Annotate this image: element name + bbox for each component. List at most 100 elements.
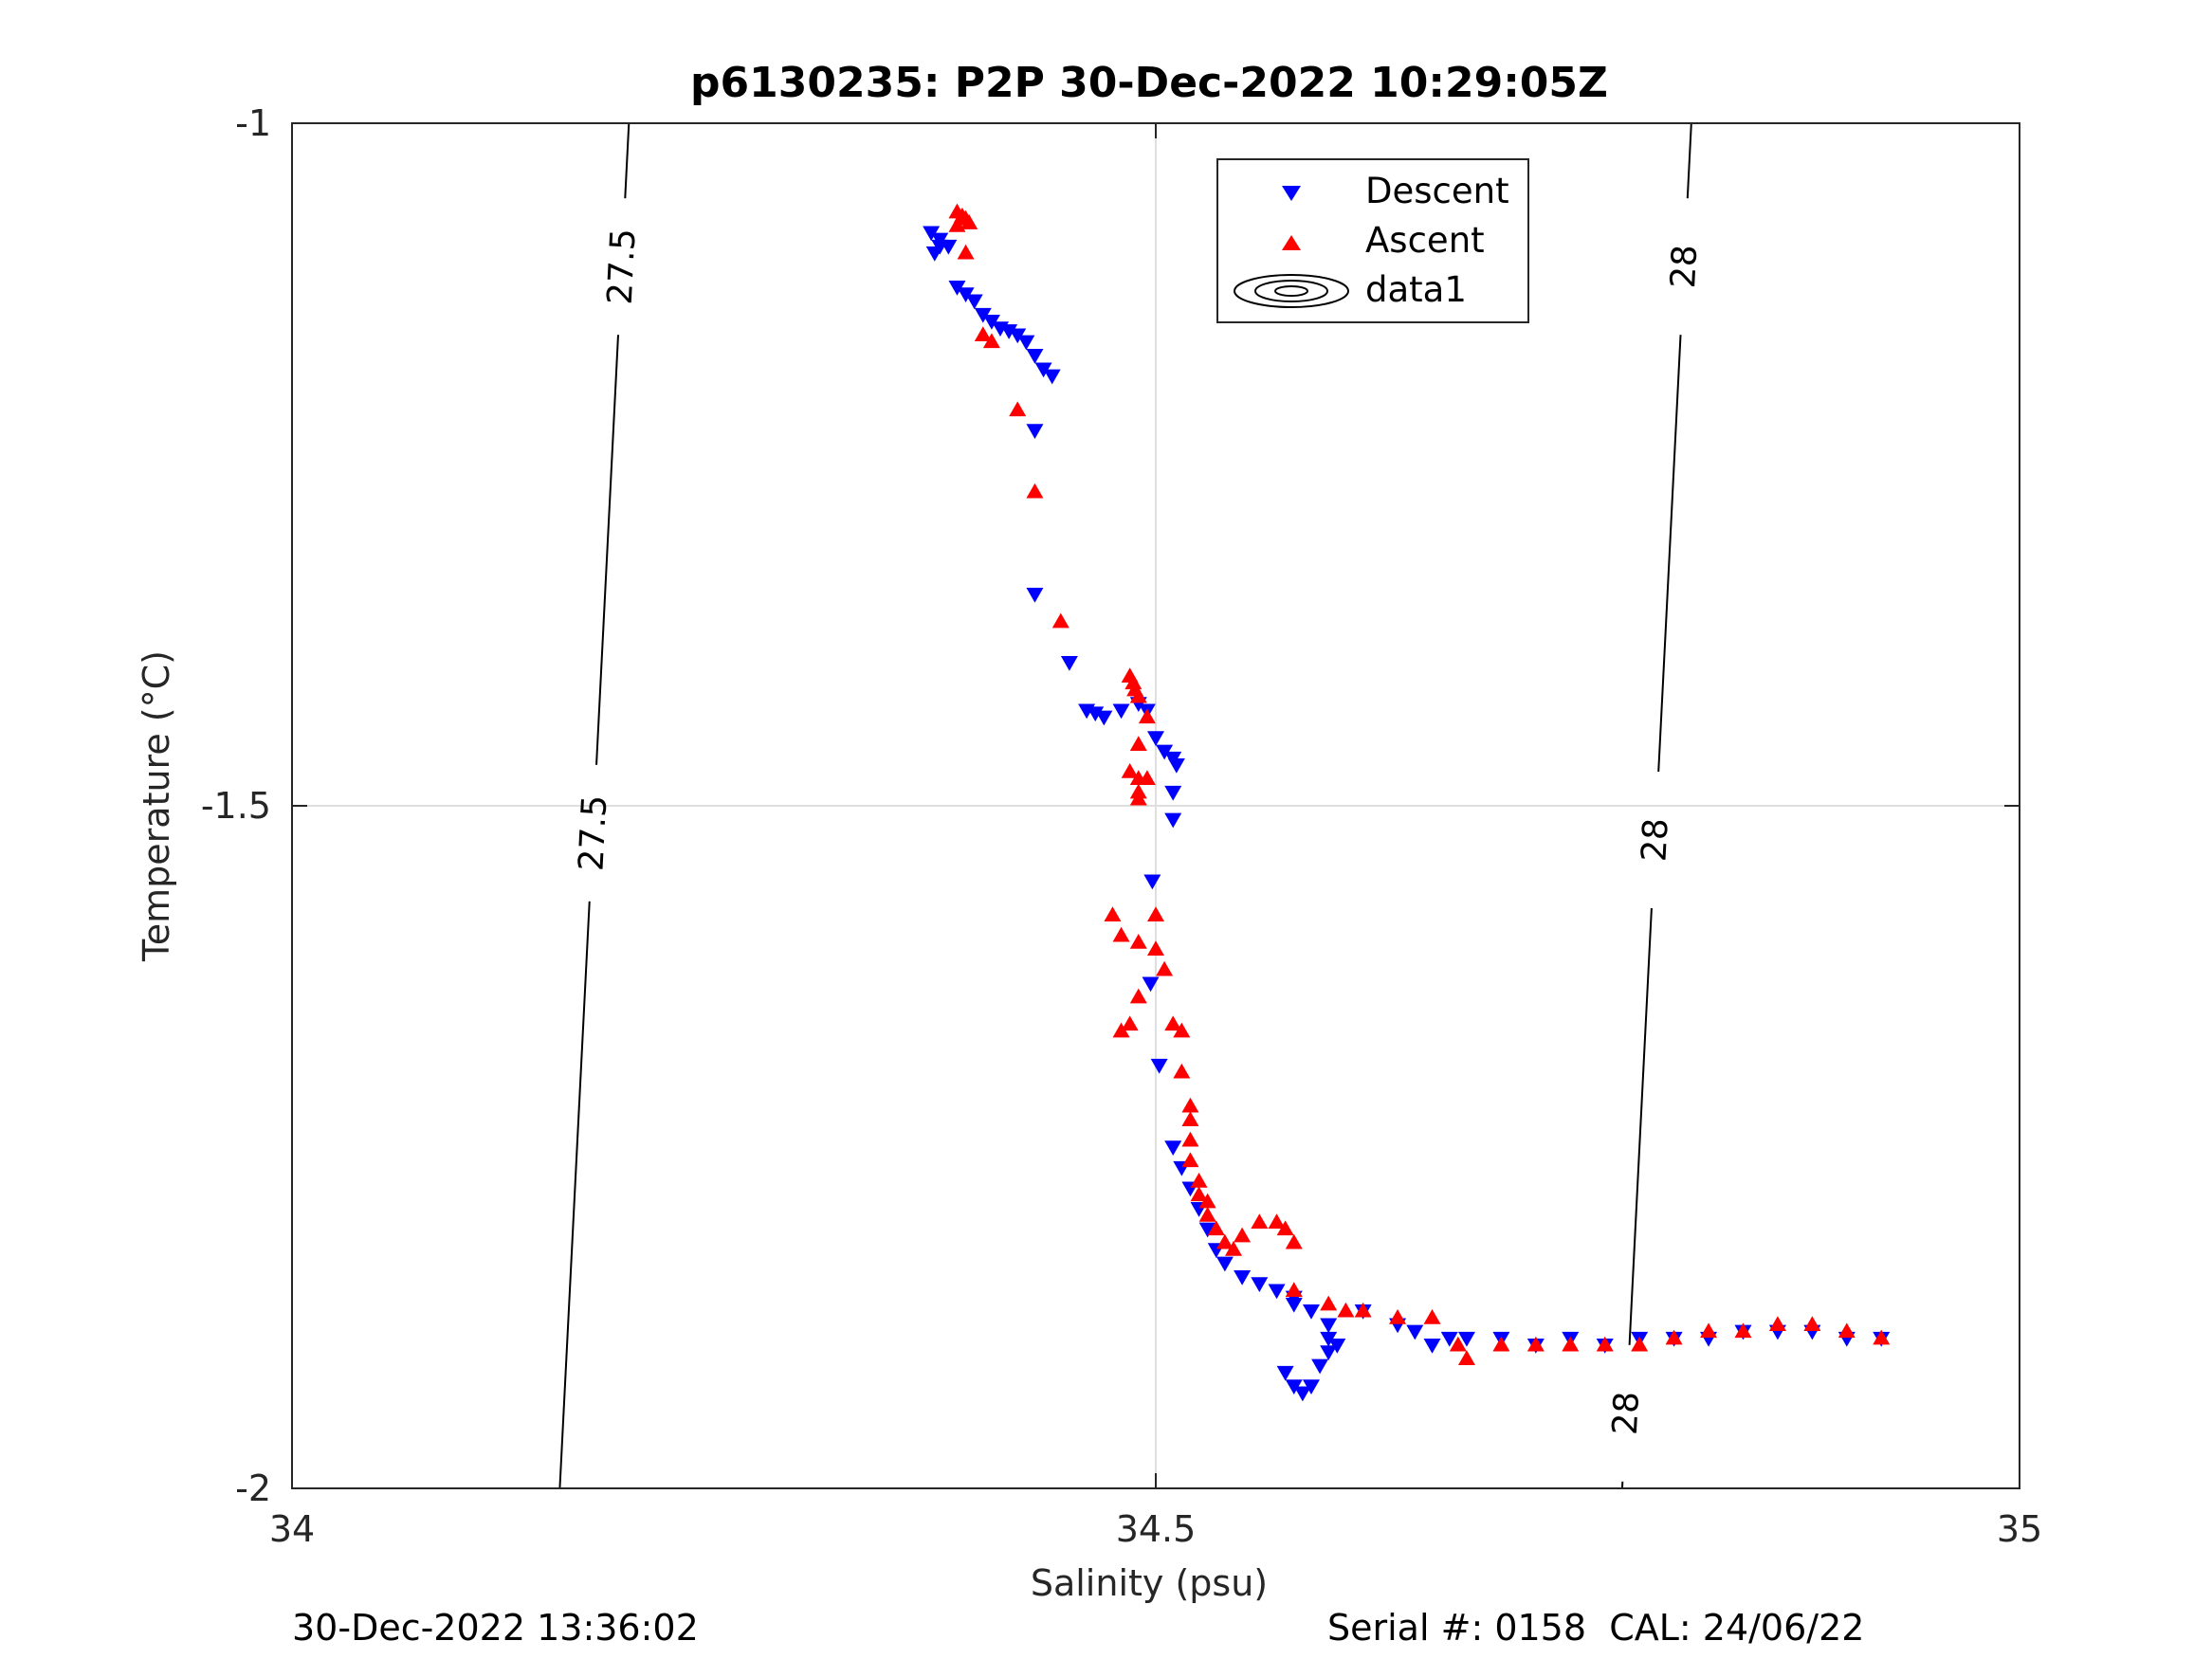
data-points (923, 203, 1891, 1402)
descent-point (1000, 324, 1018, 339)
ascent-point (1700, 1322, 1718, 1339)
footer-timestamp: 30-Dec-2022 13:36:02 (292, 1607, 699, 1649)
ascent-point (1665, 1329, 1683, 1345)
ascent-point (1276, 1220, 1294, 1236)
ascent-point (1181, 1131, 1199, 1147)
ascent-point (1181, 1152, 1199, 1168)
ascent-point (1121, 1015, 1139, 1031)
axis-ticks: 34 34.5 35 -1 -1.5 -2 (201, 102, 2042, 1550)
descent-point (1142, 976, 1160, 993)
descent-point (1302, 1304, 1320, 1320)
descent-point (974, 307, 992, 323)
ascent-point (1181, 1097, 1199, 1113)
ascent-point (1009, 401, 1027, 417)
ascent-point (1234, 1227, 1252, 1243)
ascent-point (1051, 612, 1069, 629)
ascent-point (974, 326, 992, 341)
ascent-point (1423, 1309, 1441, 1324)
chart-title: p6130235: P2P 30-Dec-2022 10:29:05Z (690, 59, 1608, 107)
descent-point (923, 226, 941, 242)
ascent-point (1173, 1063, 1191, 1079)
descent-point (957, 287, 975, 302)
descent-point (1457, 1331, 1475, 1347)
ascent-point (1251, 1213, 1269, 1229)
ascent-point (1129, 736, 1147, 751)
descent-point (1320, 1318, 1338, 1334)
ascent-point (1492, 1336, 1510, 1352)
ascent-point (1156, 960, 1174, 976)
ascent-point (1138, 770, 1156, 785)
descent-point (1156, 744, 1174, 760)
legend-descent-label: Descent (1365, 171, 1509, 211)
x-tick-label: 34 (269, 1508, 315, 1550)
ascent-point (1198, 1193, 1216, 1209)
y-axis-label: Temperature (°C) (136, 650, 177, 962)
x-axis-label: Salinity (psu) (1031, 1562, 1268, 1604)
descent-point (1328, 1339, 1346, 1354)
legend-contour-icon (1234, 274, 1349, 308)
descent-point (1234, 1270, 1252, 1285)
ascent-point (1631, 1336, 1649, 1352)
descent-point (1147, 731, 1164, 746)
descent-point (1440, 1331, 1458, 1347)
y-tick-label: -1 (235, 102, 271, 144)
contour-label: 28 (1635, 817, 1675, 863)
contour-line (558, 901, 591, 1489)
contour-line (1628, 907, 1653, 1345)
ascent-point (982, 333, 1000, 349)
ascent-point (1124, 674, 1143, 690)
descent-point (1285, 1379, 1303, 1395)
contour-line (1657, 335, 1682, 773)
contour-label: 28 (1664, 244, 1705, 289)
legend[interactable]: Descent Ascent data1 (1216, 158, 1529, 323)
descent-point (1026, 588, 1044, 603)
ascent-point (1803, 1316, 1821, 1331)
descent-point (965, 294, 983, 310)
descent-point (1293, 1386, 1311, 1402)
descent-point (1026, 349, 1044, 364)
descent-point (1164, 1140, 1182, 1156)
legend-box (1216, 158, 1529, 323)
ascent-point (1837, 1322, 1856, 1339)
ascent-point (1526, 1336, 1545, 1352)
ascent-point (948, 217, 966, 232)
ascent-point (1190, 1173, 1208, 1188)
descent-point (982, 315, 1000, 330)
legend-data1-label: data1 (1365, 269, 1467, 310)
descent-point (1198, 1222, 1216, 1238)
descent-point (1043, 369, 1061, 385)
ascent-point (1389, 1309, 1407, 1324)
descent-point (1060, 656, 1078, 671)
ascent-point (1164, 1015, 1182, 1031)
contour-label: 27.5 (601, 228, 644, 305)
descent-point (1320, 1331, 1338, 1347)
descent-point (1095, 710, 1113, 726)
ascent-point (1873, 1329, 1891, 1345)
ascent-point (1268, 1213, 1286, 1229)
legend-ascent-label: Ascent (1365, 220, 1485, 261)
ascent-point (1216, 1233, 1234, 1249)
contour-line (1686, 122, 1692, 199)
descent-point (1302, 1379, 1320, 1395)
descent-point (1112, 703, 1130, 720)
ascent-point (1173, 1022, 1191, 1038)
descent-point (1423, 1339, 1441, 1354)
ascent-point (1112, 1022, 1130, 1038)
ascent-point (1285, 1233, 1303, 1249)
descent-point (1164, 785, 1182, 801)
descent-point (948, 281, 966, 296)
ascent-point (1121, 763, 1139, 778)
grid-lines (291, 122, 2020, 1489)
ascent-point (1596, 1336, 1614, 1352)
legend-descent-marker (1282, 186, 1301, 201)
descent-point (1276, 1365, 1294, 1381)
ascent-point (1190, 1186, 1208, 1202)
ascent-point (1285, 1282, 1303, 1297)
ascent-point (1112, 926, 1130, 942)
ascent-point (1181, 1111, 1199, 1126)
ascent-point (1129, 934, 1147, 949)
contour-line (624, 122, 631, 199)
ascent-point (1198, 1207, 1216, 1222)
y-tick-label: -2 (235, 1468, 271, 1509)
